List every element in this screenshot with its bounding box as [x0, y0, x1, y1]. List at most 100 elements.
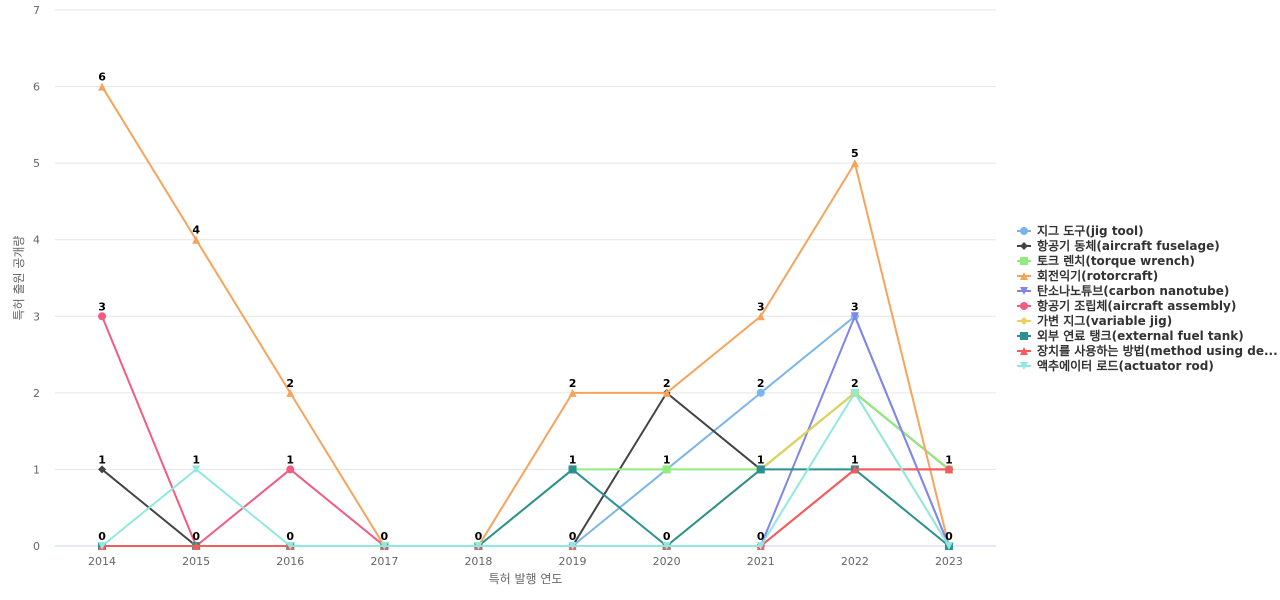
legend-item[interactable]: 항공기 조립체(aircraft assembly) [1017, 298, 1236, 313]
legend-item[interactable]: 토크 렌치(torque wrench) [1017, 253, 1195, 268]
legend-item[interactable]: 액추에이터 로드(actuator rod) [1017, 358, 1214, 373]
data-point-marker [380, 542, 389, 550]
data-point-marker [850, 465, 859, 474]
y-tick-label: 0 [33, 540, 40, 553]
x-tick-label: 2019 [559, 555, 587, 568]
y-tick-label: 5 [33, 157, 40, 170]
series-group [98, 312, 953, 550]
data-point-marker [756, 388, 765, 397]
legend-label: 항공기 조립체(aircraft assembly) [1037, 298, 1236, 313]
legend-item[interactable]: 지그 도구(jig tool) [1017, 223, 1144, 238]
legend-label: 가변 지그(variable jig) [1037, 313, 1172, 328]
y-axis-ticks: 0 1 2 3 4 5 6 7 [33, 4, 40, 553]
data-label: 2 [663, 377, 671, 390]
data-point-marker [1020, 317, 1028, 325]
legend-item[interactable]: 외부 연료 탱크(external fuel tank) [1017, 328, 1244, 343]
x-tick-label: 2015 [182, 555, 210, 568]
data-point-marker [850, 312, 859, 321]
data-point-marker [944, 542, 953, 550]
data-label: 1 [851, 453, 859, 466]
data-point-marker [756, 312, 765, 321]
legend-item[interactable]: 항공기 동체(aircraft fuselage) [1017, 238, 1220, 253]
legend-label: 회전익기(rotorcraft) [1037, 268, 1158, 283]
data-point-marker [756, 465, 765, 474]
x-tick-label: 2016 [276, 555, 304, 568]
data-label: 6 [98, 71, 106, 84]
data-label: 1 [663, 453, 671, 466]
data-label: 1 [569, 453, 577, 466]
data-label: 3 [851, 300, 859, 313]
data-point-marker [662, 388, 671, 397]
data-label: 0 [945, 530, 953, 543]
legend-label: 장치를 사용하는 방법(method using de... [1037, 343, 1278, 358]
y-tick-label: 6 [33, 81, 40, 94]
legend-label: 탄소나노튜브(carbon nanotube) [1037, 283, 1229, 298]
y-tick-label: 1 [33, 463, 40, 476]
x-tick-label: 2018 [464, 555, 492, 568]
series-group [98, 312, 953, 550]
data-point-marker [1020, 332, 1028, 340]
legend-item[interactable]: 탄소나노튜브(carbon nanotube) [1017, 283, 1229, 298]
legend-label: 액추에이터 로드(actuator rod) [1037, 358, 1214, 373]
data-label: 3 [757, 300, 765, 313]
data-label: 4 [192, 224, 200, 237]
data-label: 2 [757, 377, 765, 390]
data-label: 2 [569, 377, 577, 390]
series-layer [98, 82, 953, 550]
data-point-marker [1020, 287, 1028, 295]
data-label: 0 [286, 530, 294, 543]
series-group [98, 465, 953, 550]
data-label: 0 [663, 530, 671, 543]
data-point-marker [192, 465, 201, 474]
data-point-marker [474, 542, 483, 550]
data-point-marker [662, 465, 671, 474]
legend-label: 지그 도구(jig tool) [1037, 223, 1144, 238]
legend-label: 항공기 동체(aircraft fuselage) [1037, 238, 1220, 253]
data-point-marker [568, 465, 577, 474]
grid-lines [55, 9, 996, 470]
y-tick-label: 2 [33, 387, 40, 400]
data-label: 0 [192, 530, 200, 543]
data-point-marker [850, 159, 859, 168]
series-line [101, 85, 950, 547]
series-group [98, 312, 953, 550]
data-label: 1 [757, 453, 765, 466]
data-point-marker [286, 465, 295, 474]
data-point-marker [1020, 347, 1028, 355]
data-point-marker [1020, 362, 1028, 370]
x-tick-label: 2017 [370, 555, 398, 568]
x-tick-label: 2021 [747, 555, 775, 568]
data-point-marker [286, 388, 295, 397]
x-tick-label: 2022 [841, 555, 869, 568]
data-point-marker [1020, 257, 1028, 265]
data-label: 0 [381, 530, 389, 543]
legend-item[interactable]: 장치를 사용하는 방법(method using de... [1017, 343, 1278, 358]
data-label: 2 [286, 377, 294, 390]
data-label: 5 [851, 147, 859, 160]
data-point-marker [98, 82, 107, 91]
y-axis-title: 특허 출원 공개량 [12, 236, 26, 321]
x-axis-title: 특허 발행 연도 [489, 571, 563, 586]
x-axis-ticks: 2014 2015 2016 2017 2018 2019 2020 2021 2022 2023 [88, 555, 963, 568]
data-label: 1 [192, 453, 200, 466]
data-label: 3 [98, 300, 106, 313]
x-tick-label: 2014 [88, 555, 116, 568]
data-label: 0 [475, 530, 483, 543]
data-point-marker [944, 465, 953, 474]
data-point-marker [850, 388, 859, 397]
legend-item[interactable]: 회전익기(rotorcraft) [1017, 268, 1158, 283]
series-line [101, 391, 950, 547]
data-point-marker [1020, 242, 1028, 250]
data-label: 0 [569, 530, 577, 543]
data-point-marker [98, 312, 107, 321]
x-tick-label: 2020 [653, 555, 681, 568]
y-tick-label: 3 [33, 310, 40, 323]
data-point-marker [1020, 272, 1028, 280]
data-point-marker [568, 542, 577, 550]
y-tick-label: 4 [33, 234, 40, 247]
series-line [101, 315, 950, 547]
data-label: 0 [757, 530, 765, 543]
data-point-marker [192, 235, 201, 244]
legend-item[interactable]: 가변 지그(variable jig) [1017, 313, 1172, 328]
